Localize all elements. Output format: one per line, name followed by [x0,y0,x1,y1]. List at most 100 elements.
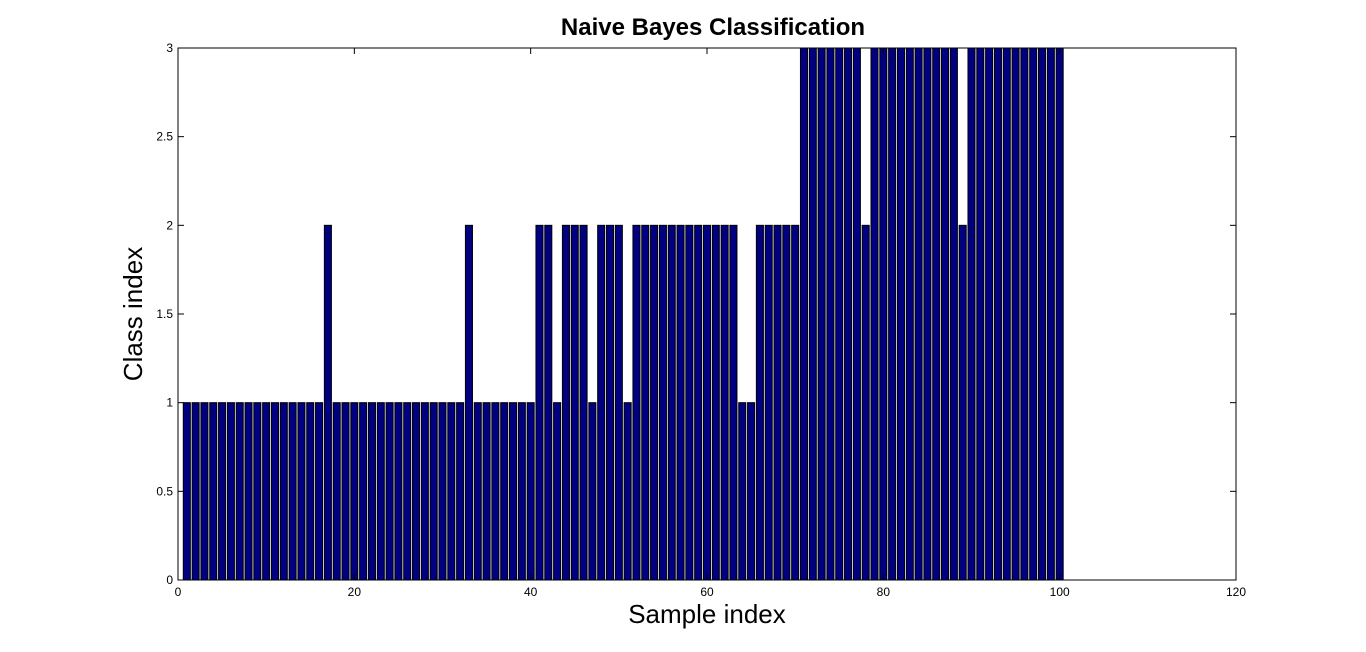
bar [385,402,394,581]
bar [605,224,615,581]
bar [826,47,835,581]
bar [429,402,438,581]
bar [658,224,667,581]
bar [491,402,500,581]
bar [1029,47,1038,581]
bar [773,224,782,581]
bar [729,224,738,581]
bar [817,47,826,581]
bar [976,47,985,581]
bar [1011,47,1020,581]
x-tick-label: 0 [175,585,182,599]
x-tick-label: 20 [348,585,362,599]
bar [579,224,588,581]
bar [1002,47,1011,581]
bar [597,224,606,581]
x-tick-label: 100 [1050,585,1070,599]
bar [262,402,271,581]
bar [993,47,1002,581]
bar [482,402,491,581]
bar [553,402,562,581]
bar [412,402,421,581]
y-tick-label: 3 [166,41,173,55]
y-tick-label: 2.5 [156,130,173,144]
bar [341,402,350,581]
y-tick-label: 1.5 [156,307,173,321]
bar [808,47,817,581]
bar [226,402,235,581]
bar [861,224,870,581]
bar [588,402,597,581]
y-axis: 0 0.5 1 1.5 2 2.5 3 [156,41,1236,587]
bar [967,47,976,581]
bar [650,224,659,581]
bar [888,47,897,581]
bar [676,224,685,581]
bar [456,402,465,581]
bar [694,224,703,581]
bar [209,402,218,581]
bar [535,224,544,581]
bar [509,402,518,581]
bar [755,224,764,581]
x-axis: 0 20 40 60 80 100 120 [175,48,1246,599]
bar [702,224,712,581]
bar [623,402,632,581]
bar [394,402,403,581]
bar [923,47,932,581]
bar [182,402,191,581]
bar [764,224,773,581]
bar [244,402,253,581]
bar [711,224,720,581]
bar [270,402,280,581]
bar [738,402,747,581]
bar [870,47,879,581]
bar [464,224,473,581]
x-axis-label: Sample index [628,599,786,629]
bar [641,224,650,581]
bar [799,47,809,581]
bar [438,402,447,581]
bar [905,47,914,581]
bar [1055,47,1064,581]
bar [685,224,694,581]
bar [914,47,923,581]
bar [791,224,800,581]
bar [500,402,509,581]
y-tick-label: 0.5 [156,484,173,498]
bar [720,224,729,581]
bar [941,47,950,581]
bar [447,402,456,581]
bar [403,402,412,581]
bar [747,402,756,581]
y-tick-label: 2 [166,218,173,232]
bar [218,402,227,581]
bar [985,47,994,581]
bar [570,224,579,581]
bar [288,402,297,581]
bar [632,224,641,581]
bar [852,47,861,581]
bar [835,47,844,581]
chart-title: Naive Bayes Classification [561,14,865,41]
bar [332,402,341,581]
bar [253,402,262,581]
bar [1020,47,1029,581]
bar [235,402,244,581]
x-tick-label: 60 [700,585,714,599]
y-tick-label: 0 [166,573,173,587]
bar [544,224,553,581]
x-tick-label: 120 [1226,585,1246,599]
bar [376,402,385,581]
bar [949,47,958,581]
bar [561,224,570,581]
bar [473,402,482,581]
bar [359,402,368,581]
bar [932,47,941,581]
bar [896,47,905,581]
bar [297,402,306,581]
bar [614,224,623,581]
bar [315,402,324,581]
y-axis-label: Class index [118,247,148,381]
